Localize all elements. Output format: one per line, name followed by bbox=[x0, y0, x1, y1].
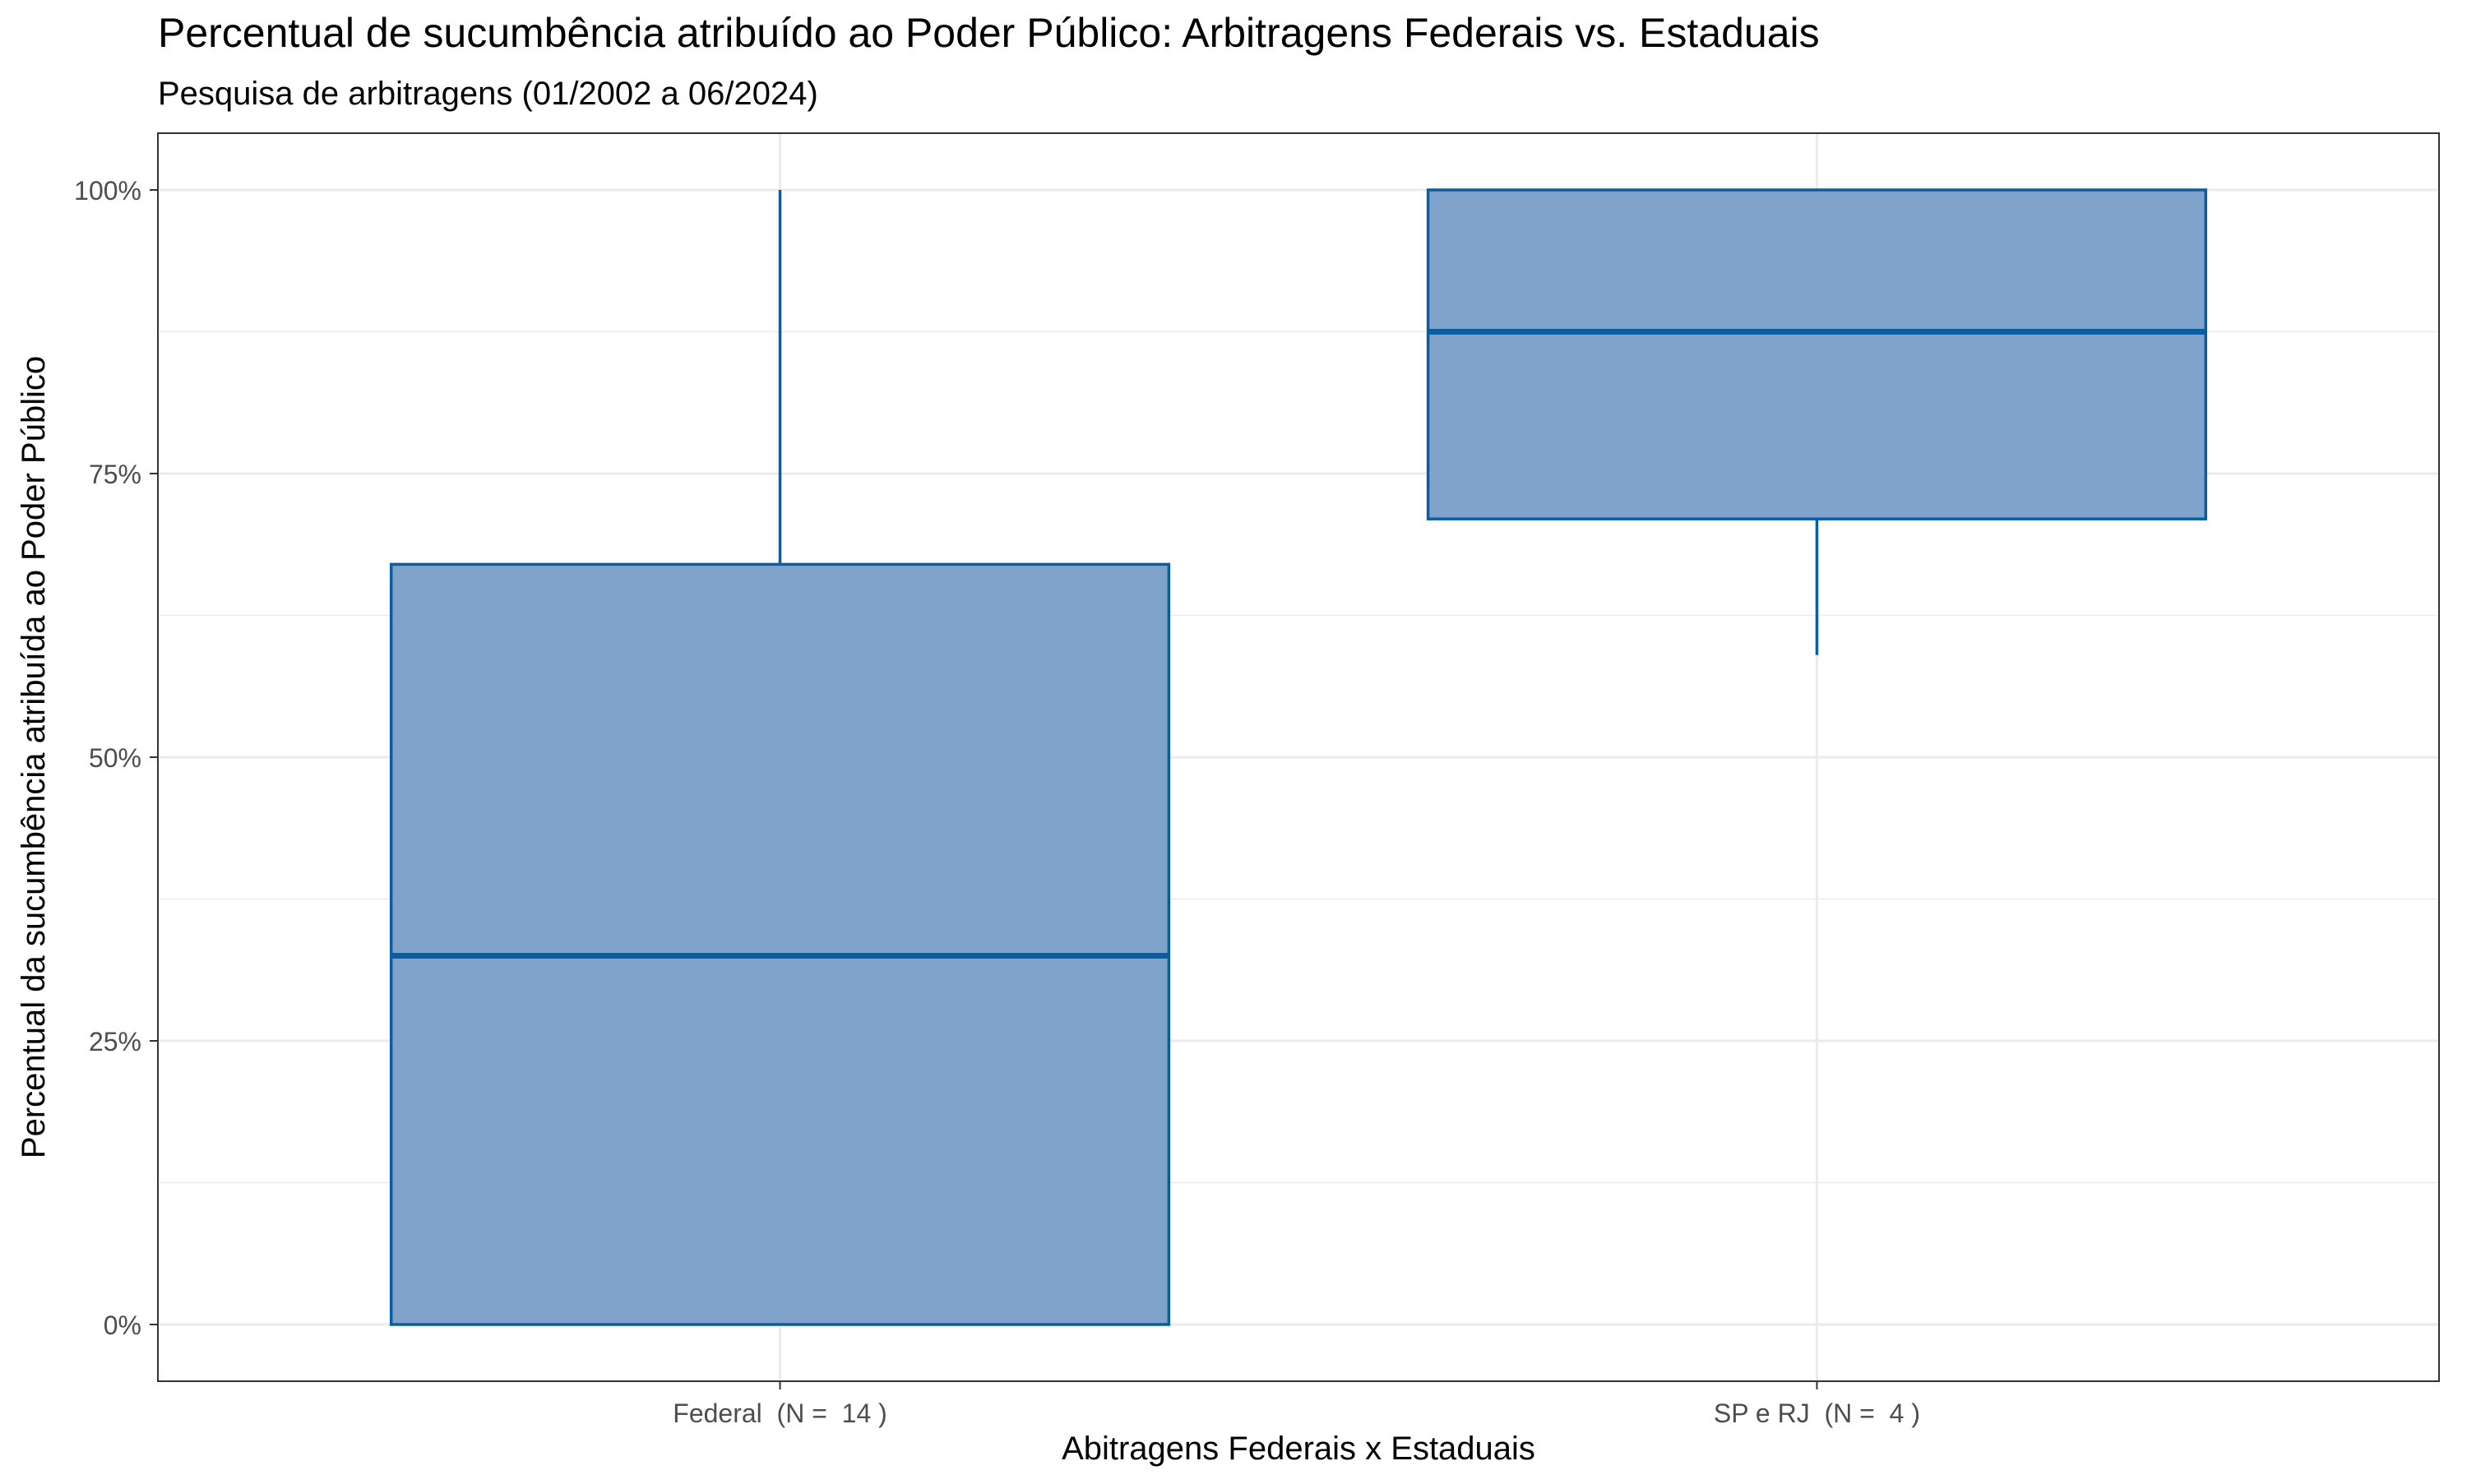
chart-subtitle: Pesquisa de arbitragens (01/2002 a 06/20… bbox=[158, 76, 818, 112]
y-tick-label: 0% bbox=[104, 1311, 141, 1340]
x-tick-label: Federal (N = 14 ) bbox=[673, 1398, 887, 1428]
box-iqr bbox=[1426, 188, 2208, 520]
box-group bbox=[389, 190, 1171, 1326]
box-series bbox=[389, 188, 2208, 1326]
axes: 0% 25% 50% 75% 100% Federal (N = 14 ) SP e RJ … bbox=[74, 176, 1920, 1428]
y-tick-label: 75% bbox=[89, 460, 141, 489]
box-group bbox=[1426, 188, 2208, 655]
box-iqr bbox=[389, 562, 1171, 1326]
y-tick-label: 25% bbox=[89, 1027, 141, 1056]
y-axis-title: Percentual da sucumbência atribuída ao P… bbox=[16, 356, 52, 1158]
chart-title: Percentual de sucumbência atribuído ao P… bbox=[158, 10, 1820, 56]
x-tick-label: SP e RJ (N = 4 ) bbox=[1714, 1398, 1920, 1428]
y-tick-label: 100% bbox=[74, 176, 141, 206]
x-axis-title: Abitragens Federais x Estaduais bbox=[1062, 1431, 1535, 1467]
y-tick-label: 50% bbox=[89, 743, 141, 773]
